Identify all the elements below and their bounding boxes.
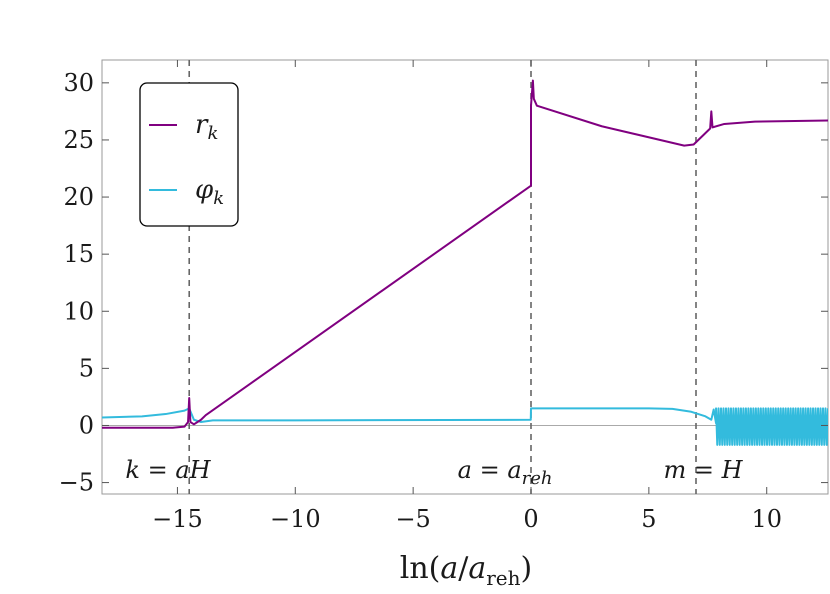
x-tick-label: −15 bbox=[152, 505, 203, 533]
y-tick-label: 30 bbox=[63, 69, 94, 97]
y-tick-label: 25 bbox=[63, 126, 94, 154]
annotation-m-equals-H: m = H bbox=[664, 456, 744, 484]
y-tick-label: 0 bbox=[79, 411, 94, 439]
plot-frame bbox=[101, 59, 829, 495]
y-tick-label: 10 bbox=[63, 297, 94, 325]
x-axis-title: ln(a/areh) bbox=[400, 551, 533, 590]
series-line-r-k bbox=[102, 79, 828, 429]
annotations: k = aH a = areh m = H bbox=[125, 456, 743, 489]
x-tick-label: 5 bbox=[641, 505, 656, 533]
x-tick-label: −5 bbox=[395, 505, 430, 533]
x-tick-label: 10 bbox=[751, 505, 782, 533]
y-tick-label: 20 bbox=[63, 183, 94, 211]
x-tick-label: −10 bbox=[270, 505, 321, 533]
y-tick-label: 5 bbox=[79, 354, 94, 382]
series-layer bbox=[102, 79, 828, 446]
annotation-k-equals-aH: k = aH bbox=[125, 456, 211, 484]
series-line-phi-k bbox=[102, 407, 828, 446]
reference-lines bbox=[188, 60, 697, 494]
annotation-a-equals-a-reh: a = areh bbox=[458, 456, 553, 489]
x-tick-label: 0 bbox=[523, 505, 538, 533]
y-tick-label: 15 bbox=[63, 240, 94, 268]
legend: rk φk bbox=[139, 82, 239, 227]
y-tick-label: −5 bbox=[59, 469, 94, 497]
axis-ticks: −15 −10 −5 0 5 10 −5 0 5 10 15 20 25 30 bbox=[59, 60, 828, 533]
